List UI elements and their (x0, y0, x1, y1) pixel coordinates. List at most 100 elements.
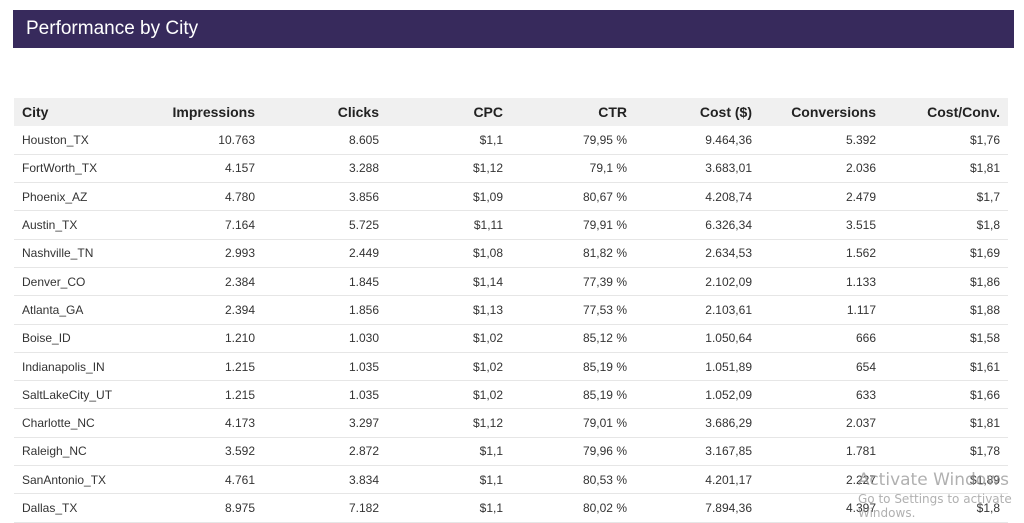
cell-clicks: 1.856 (348, 302, 379, 317)
column-header-clicks[interactable]: Clicks (337, 104, 379, 120)
cell-impressions: 8.975 (224, 501, 255, 515)
cell-cost-per-conversion: $1,66 (969, 387, 1000, 402)
cell-cpc: $1,02 (472, 359, 503, 374)
cell-clicks: 2.872 (348, 444, 379, 459)
table-row: Indianapolis_IN 1.215 1.035 $1,02 85,19 % 1.0… (14, 352, 1008, 381)
column-header-city[interactable]: City (22, 104, 49, 120)
cell-impressions: 2.384 (224, 274, 255, 289)
table-row: Dallas_TX 8.975 7.182 $1,1 80,02 % 7.894,36 4.… (14, 494, 1008, 523)
cell-cost-per-conversion: $1,89 (969, 472, 1000, 487)
cell-conversions: 2.479 (845, 189, 876, 204)
cell-conversions: 666 (855, 331, 876, 346)
cell-cpc: $1,1 (479, 472, 503, 487)
column-header-ctr[interactable]: CTR (598, 104, 627, 120)
cell-city: Austin_TX (22, 218, 78, 233)
cell-clicks: 3.297 (348, 416, 379, 431)
cell-city: Dallas_TX (22, 501, 78, 515)
cell-cost-per-conversion: $1,58 (969, 331, 1000, 346)
cell-ctr: 85,12 % (582, 331, 627, 346)
cell-conversions: 2.037 (845, 416, 876, 431)
cell-cost: 9.464,36 (705, 132, 752, 147)
cell-cost-per-conversion: $1,61 (969, 359, 1000, 374)
cell-conversions: 1.781 (845, 444, 876, 459)
cell-cost-per-conversion: $1,8 (976, 501, 1000, 515)
cell-impressions: 10.763 (218, 132, 255, 147)
page-title: Performance by City (26, 18, 199, 39)
cell-ctr: 77,39 % (582, 274, 627, 289)
cell-cost: 1.052,09 (705, 387, 752, 402)
cell-cost-per-conversion: $1,76 (969, 132, 1000, 147)
cell-cost-per-conversion: $1,7 (976, 189, 1000, 204)
cell-impressions: 1.210 (224, 331, 255, 346)
cell-impressions: 1.215 (224, 387, 255, 402)
cell-cpc: $1,1 (479, 132, 503, 147)
cell-cost: 4.201,17 (705, 472, 752, 487)
cell-conversions: 1.117 (846, 302, 876, 317)
cell-conversions: 3.515 (845, 218, 876, 233)
cell-impressions: 2.394 (224, 302, 255, 317)
cell-cpc: $1,14 (472, 274, 503, 289)
cell-city: Charlotte_NC (22, 416, 95, 431)
cell-cost: 7.894,36 (705, 501, 752, 515)
cell-conversions: 654 (855, 359, 876, 374)
cell-cost: 4.208,74 (705, 189, 752, 204)
cell-cost-per-conversion: $1,69 (969, 246, 1000, 261)
column-header-cost[interactable]: Cost ($) (699, 104, 752, 120)
cell-cost-per-conversion: $1,78 (969, 444, 1000, 459)
column-header-impressions[interactable]: Impressions (172, 104, 255, 120)
cell-cpc: $1,11 (473, 218, 503, 233)
city-performance-table: City Impressions Clicks CPC CTR Cost ($)… (14, 98, 1008, 523)
column-header-cpc[interactable]: CPC (473, 104, 503, 120)
cell-impressions: 2.993 (224, 246, 255, 261)
cell-ctr: 79,91 % (582, 218, 627, 233)
table-body: Houston_TX 10.763 8.605 $1,1 79,95 % 9.464,36… (14, 126, 1008, 523)
cell-conversions: 1.133 (845, 274, 876, 289)
cell-cost-per-conversion: $1,88 (969, 302, 1000, 317)
cell-clicks: 2.449 (348, 246, 379, 261)
cell-clicks: 3.834 (348, 472, 379, 487)
cell-clicks: 5.725 (348, 218, 379, 233)
table-row: FortWorth_TX 4.157 3.288 $1,12 79,1 % 3.683,0… (14, 154, 1008, 183)
cell-cost: 2.634,53 (705, 246, 752, 261)
cell-city: Atlanta_GA (22, 302, 84, 317)
cell-impressions: 7.164 (224, 218, 255, 233)
table-row: Phoenix_AZ 4.780 3.856 $1,09 80,67 % 4.208,74… (14, 183, 1008, 211)
cell-ctr: 80,53 % (582, 472, 627, 487)
cell-cost: 3.683,01 (705, 161, 752, 176)
cell-conversions: 2.036 (845, 161, 876, 176)
column-header-conversions[interactable]: Conversions (791, 104, 876, 120)
cell-city: Nashville_TN (22, 246, 94, 261)
table-row: Nashville_TN 2.993 2.449 $1,08 81,82 % 2.634,… (14, 239, 1008, 268)
column-header-cost-per-conversion[interactable]: Cost/Conv. (927, 104, 1000, 120)
table-row: Raleigh_NC 3.592 2.872 $1,1 79,96 % 3.167,85 1… (14, 437, 1008, 466)
cell-city: SanAntonio_TX (22, 472, 107, 487)
table-row: Atlanta_GA 2.394 1.856 $1,13 77,53 % 2.103,61… (14, 296, 1008, 325)
cell-city: FortWorth_TX (22, 161, 98, 176)
cell-cost: 2.103,61 (705, 302, 752, 317)
cell-city: Denver_CO (22, 274, 86, 289)
cell-cpc: $1,13 (472, 302, 503, 317)
cell-conversions: 633 (855, 387, 876, 402)
cell-ctr: 80,02 % (582, 501, 627, 515)
cell-cpc: $1,08 (472, 246, 503, 261)
cell-cpc: $1,02 (472, 387, 503, 402)
table-row: Houston_TX 10.763 8.605 $1,1 79,95 % 9.464,36… (14, 126, 1008, 155)
cell-ctr: 79,95 % (582, 132, 627, 147)
cell-city: Raleigh_NC (22, 444, 87, 459)
cell-cost-per-conversion: $1,8 (976, 218, 1000, 233)
cell-clicks: 1.035 (348, 387, 379, 402)
cell-conversions: 5.392 (845, 132, 876, 147)
cell-cost-per-conversion: $1,81 (969, 161, 1000, 176)
cell-city: Boise_ID (22, 331, 71, 346)
cell-clicks: 1.035 (348, 359, 379, 374)
cell-cost-per-conversion: $1,86 (969, 274, 1000, 289)
cell-cost: 1.050,64 (705, 331, 752, 346)
table-row: Austin_TX 7.164 5.725 $1,11 79,91 % 6.326,34 3… (14, 211, 1008, 240)
cell-cpc: $1,1 (479, 501, 503, 515)
table-row: Boise_ID 1.210 1.030 $1,02 85,12 % 1.050,64 66… (14, 324, 1008, 353)
cell-ctr: 77,53 % (582, 302, 627, 317)
cell-clicks: 3.288 (348, 161, 379, 176)
cell-ctr: 85,19 % (582, 359, 627, 374)
table-row: Charlotte_NC 4.173 3.297 $1,12 79,01 % 3.686,… (14, 409, 1008, 438)
cell-cost-per-conversion: $1,81 (969, 416, 1000, 431)
